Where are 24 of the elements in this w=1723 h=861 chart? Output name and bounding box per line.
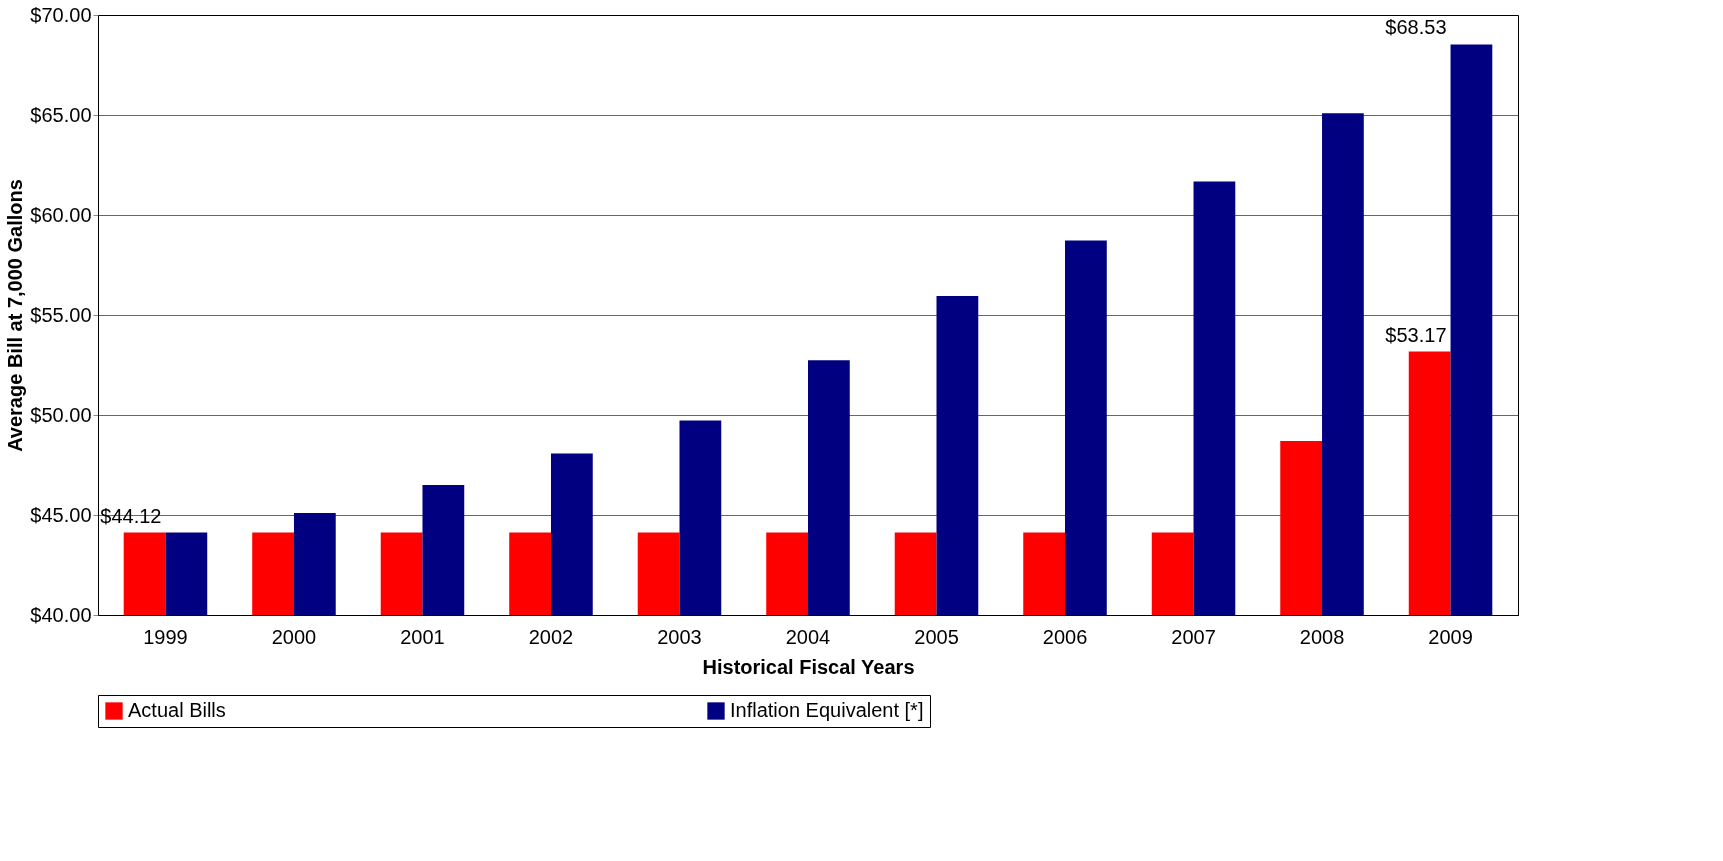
y-tick-label: $55.00 — [30, 303, 92, 326]
x-tick-label: 2001 — [400, 625, 445, 648]
legend-label: Actual Bills — [128, 699, 226, 721]
annotation: $53.17 — [1385, 323, 1447, 346]
legend-label: Inflation Equivalent [*] — [730, 699, 924, 721]
y-tick-label: $40.00 — [30, 603, 92, 626]
x-tick-label: 2000 — [271, 625, 317, 648]
annotation: $68.53 — [1385, 16, 1447, 39]
x-tick-label: 1999 — [143, 625, 188, 648]
y-tick-label: $70.00 — [30, 3, 92, 26]
x-tick-label: 2008 — [1299, 625, 1345, 648]
x-tick-label: 2007 — [1171, 625, 1216, 648]
y-tick-label: $60.00 — [30, 203, 92, 226]
x-axis-title: Historical Fiscal Years — [702, 655, 915, 678]
x-tick-label: 2002 — [528, 625, 574, 648]
y-tick-label: $50.00 — [30, 403, 92, 426]
x-tick-label: 2009 — [1428, 625, 1473, 648]
y-axis-title: Average Bill at 7,000 Gallons — [4, 179, 27, 452]
x-tick-label: 2004 — [785, 625, 831, 648]
x-tick-label: 2003 — [657, 625, 702, 648]
x-tick-label: 2006 — [1042, 625, 1088, 648]
y-tick-label: $45.00 — [30, 503, 92, 526]
x-tick-label: 2005 — [914, 625, 959, 648]
y-tick-label: $65.00 — [30, 103, 92, 126]
